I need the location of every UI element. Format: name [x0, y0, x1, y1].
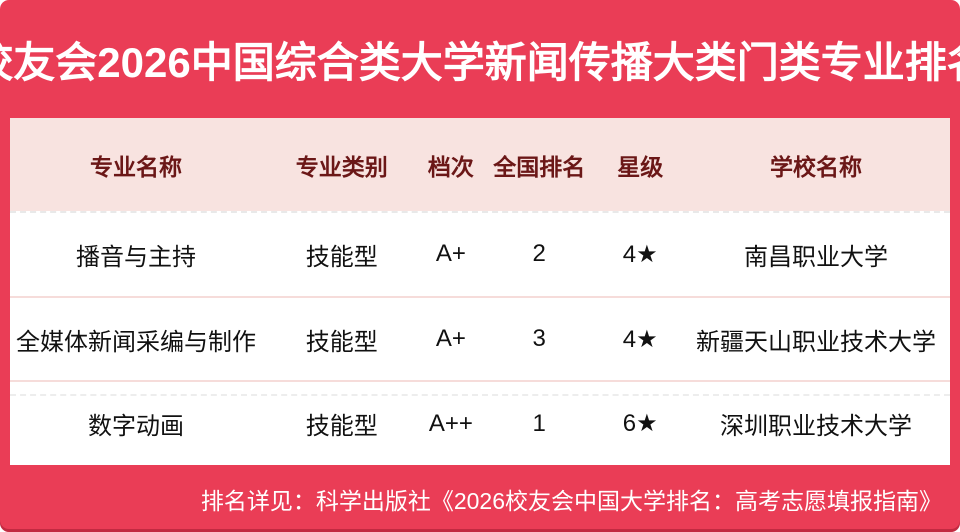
cell-school-name: 南昌职业大学: [744, 243, 888, 271]
cell-tier: A+: [435, 240, 466, 268]
column-header-major-category: 专业类别: [295, 153, 388, 180]
cell-star-level: 4★: [622, 240, 658, 268]
title-bar: 校友会2026中国综合类大学新闻传播大类门类专业排名: [0, 0, 960, 118]
cell-school-name: 深圳职业技术大学: [720, 413, 912, 441]
cell-major-category: 技能型: [305, 328, 378, 356]
column-header-major-name: 专业名称: [89, 153, 182, 180]
column-header-school-name: 学校名称: [770, 153, 862, 180]
cell-tier: A++: [428, 409, 473, 437]
footer-bar: 排名详见：科学出版社《2026校友会中国大学排名：高考志愿填报指南》: [0, 465, 960, 532]
table-row: 播音与主持 技能型 A+ 2 4★ 南昌职业大学: [10, 211, 950, 296]
cell-tier: A+: [435, 325, 466, 352]
cell-school-name: 新疆天山职业技术大学: [696, 328, 936, 356]
cell-major-name: 全媒体新闻采编与制作: [15, 328, 256, 356]
footer-note: 排名详见：科学出版社《2026校友会中国大学排名：高考志愿填报指南》: [200, 487, 942, 514]
cell-major-category: 技能型: [305, 243, 378, 271]
cell-national-rank: 1: [532, 409, 546, 437]
cell-national-rank: 3: [532, 325, 546, 352]
ranking-table: 专业名称 专业类别 档次 全国排名 星级 学校名称 播音与主持 技能型 A+ 2…: [10, 118, 950, 466]
table-row: 全媒体新闻采编与制作 技能型 A+ 3 4★ 新疆天山职业技术大学: [10, 295, 950, 381]
table-row: 数字动画 技能型 A++ 1 6★ 深圳职业技术大学: [10, 380, 950, 466]
column-header-national-rank: 全国排名: [493, 153, 586, 180]
column-header-star-level: 星级: [617, 153, 664, 180]
cell-major-name: 播音与主持: [75, 243, 196, 271]
cell-national-rank: 2: [532, 240, 546, 268]
cell-major-category: 技能型: [305, 413, 378, 441]
table-header-row: 专业名称 专业类别 档次 全国排名 星级 学校名称: [10, 118, 950, 211]
column-header-tier: 档次: [427, 153, 474, 180]
cell-major-name: 数字动画: [87, 413, 184, 441]
cell-star-level: 4★: [622, 325, 658, 353]
page-title: 校友会2026中国综合类大学新闻传播大类门类专业排名: [0, 38, 960, 86]
cell-star-level: 6★: [622, 410, 658, 438]
